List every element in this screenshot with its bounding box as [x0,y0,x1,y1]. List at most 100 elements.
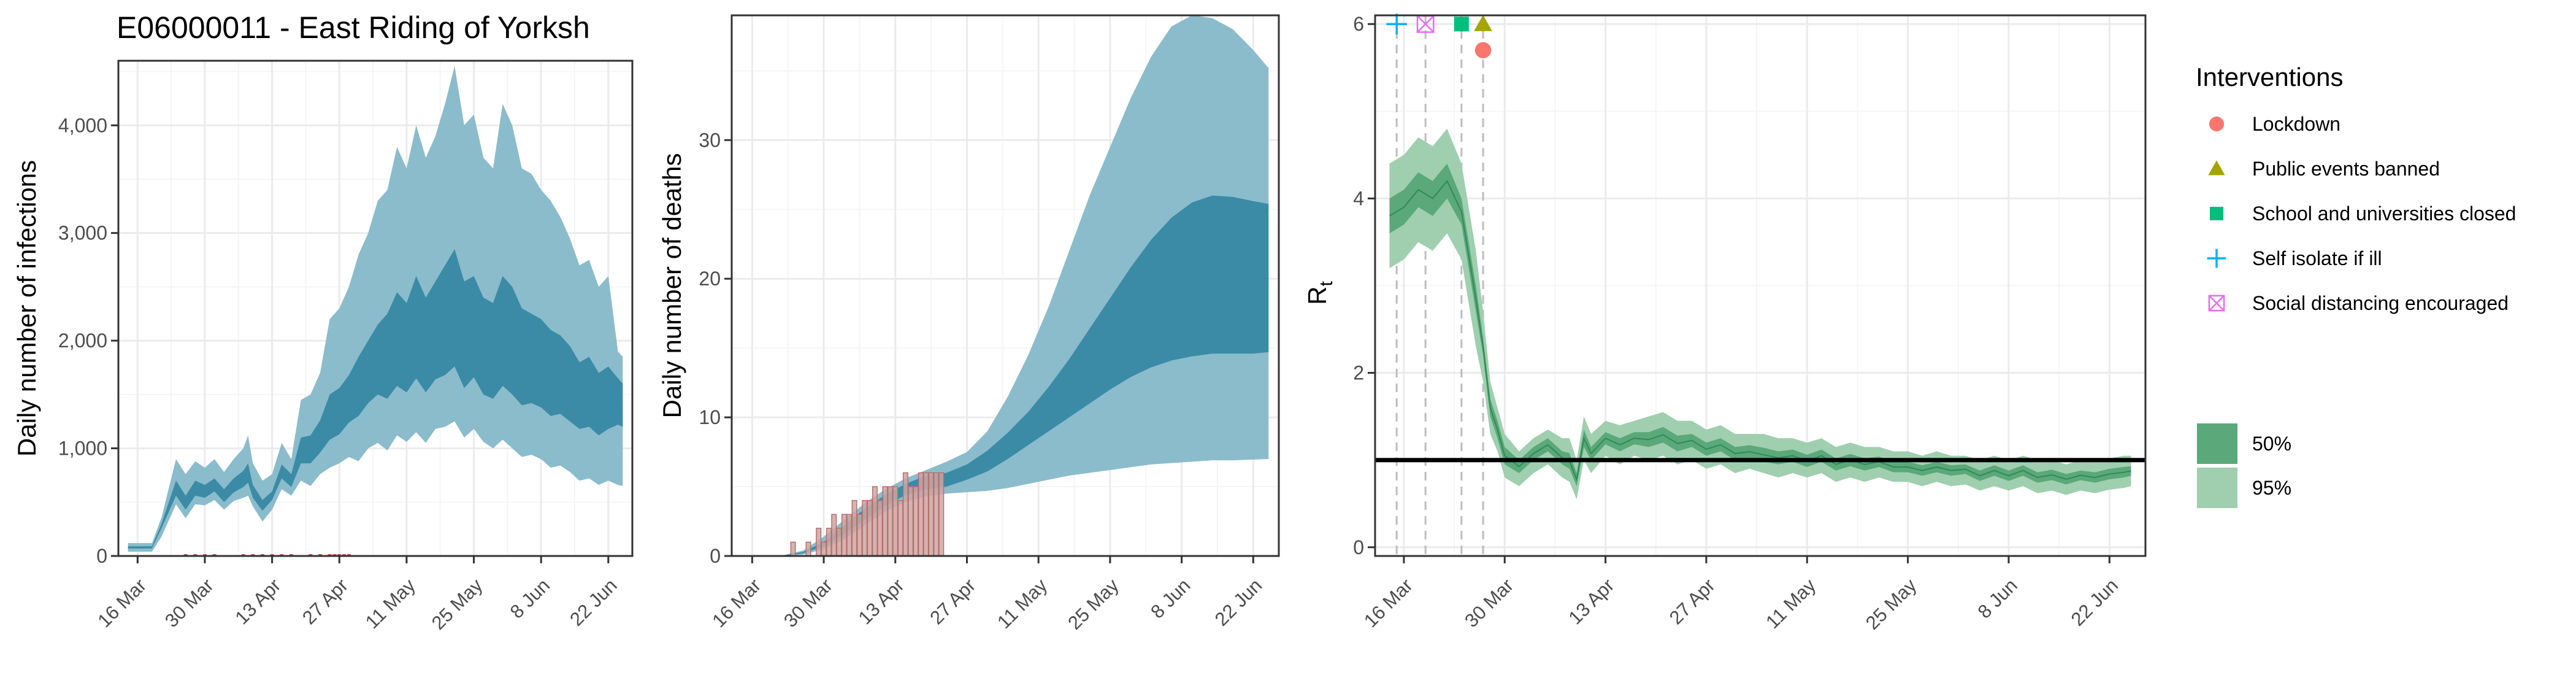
public_events-legend-icon [2208,160,2225,176]
x-tick-label: 13 Apr [854,574,908,628]
deaths-bar [856,514,862,557]
x-tick-label: 8 Jun [506,574,554,622]
deaths-bar [867,500,873,557]
deaths-bar [892,486,899,557]
y-tick-label: 4,000 [58,114,107,136]
rt_95-legend-swatch [2197,468,2237,508]
x-tick-label: 22 Jun [565,574,621,630]
x-tick-label: 27 Apr [926,574,979,628]
panel-infections: E06000011 - East Riding of Yorksh 16 Mar… [12,10,634,634]
rt_50-legend-swatch [2197,423,2237,464]
panel-border [1374,14,2147,557]
rt-median-line [1389,180,2131,482]
deaths-bar [816,528,822,557]
y-axis-label-main: R [1303,287,1332,305]
deaths-bar [902,472,908,557]
deaths-bar [826,528,832,557]
y-axis-label: Rt [1303,281,1336,305]
deaths-bar [841,514,847,557]
deaths-bar [918,472,924,557]
x-tick-label: 11 May [361,574,420,633]
x-tick-label: 25 May [1861,574,1921,634]
school-legend-icon [2210,207,2223,220]
x-tick-label: 22 Jun [2067,574,2123,630]
panel-border [730,14,1280,557]
deaths-bar [928,472,934,557]
y-tick-label: 4 [1353,187,1364,209]
y-axis-label-subscript: t [1316,281,1336,287]
x-tick-label: 30 Mar [161,574,218,631]
deaths-bar [933,472,939,557]
intervention-marker [1474,42,1492,59]
x-tick-label: 30 Mar [1460,574,1517,631]
deaths-bar [897,500,903,557]
x-tick-label: 8 Jun [1974,574,2022,622]
x-tick-label: 13 Apr [231,574,285,628]
y-tick-label: 2,000 [58,330,107,352]
deaths-bar [872,486,878,557]
intervention-marker [1474,15,1492,31]
y-tick-label: 10 [699,406,721,428]
deaths-bar [882,486,888,557]
chart-title: E06000011 - East Riding of Yorksh [117,10,590,45]
x-tick-label: 16 Mar [1360,574,1417,631]
legend-item-label: School and universities closed [2252,203,2516,225]
deaths-bar [805,541,811,557]
y-tick-label: 0 [96,545,107,567]
intervention-marker [1386,14,1408,35]
legend: Interventions Lockdown Public events banne… [2196,63,2516,508]
x-tick-label: 25 May [427,574,487,634]
legend-item-label: Social distancing encouraged [2252,292,2509,314]
y-tick-label: 0 [1353,536,1364,558]
deaths-bar [836,528,842,557]
x-tick-label: 25 May [1064,574,1123,634]
x-tick-label: 8 Jun [1146,574,1194,622]
y-tick-label: 30 [699,129,721,151]
x-tick-label: 16 Mar [708,574,765,631]
legend-ci-label: 95% [2252,477,2291,499]
legend-item-label: Lockdown [2252,113,2340,135]
deaths-plot: 16 Mar 30 Mar 13 Apr 27 Apr 11 May 25 May 8 Ju… [657,14,1280,634]
deaths-bar [790,541,796,557]
deaths-bar [831,514,837,557]
deaths-bar [887,486,893,557]
y-axis-label: Daily number of deaths [657,153,686,419]
x-tick-label: 11 May [993,574,1051,633]
y-tick-label: 1,000 [58,438,107,460]
legend-item-label: Self isolate if ill [2252,247,2382,269]
social_distancing-legend-icon [2208,295,2225,312]
y-tick-label: 0 [710,545,721,567]
self_isolate-legend-icon [2207,249,2226,268]
deaths-bar [913,486,919,557]
panel-rt: 16 Mar 30 Mar 13 Apr 27 Apr 11 May 25 May 8 Ju… [1303,13,2147,634]
lockdown-legend-icon [2209,116,2225,132]
infections-band-95 [128,66,623,552]
legend-ci-label: 50% [2252,433,2291,455]
legend-item-label: Public events banned [2252,158,2440,180]
x-tick-label: 27 Apr [298,574,352,628]
deaths-bar [846,514,853,557]
panel-deaths: 16 Mar 30 Mar 13 Apr 27 Apr 11 May 25 May 8 Ju… [657,14,1280,634]
infections-plot: 16 Mar 30 Mar 13 Apr 27 Apr 11 May 25 May 8 Ju… [12,60,634,634]
deaths-band-50 [742,195,1269,557]
y-axis-label: Daily number of infections [12,160,41,457]
x-tick-label: 16 Mar [93,574,150,631]
x-tick-label: 27 Apr [1665,574,1719,628]
panel-border [117,60,634,557]
legend-title: Interventions [2196,63,2343,91]
intervention-marker [1454,17,1469,32]
deaths-band-95 [742,15,1269,556]
deaths-bar [923,472,929,557]
y-tick-label: 20 [699,268,721,290]
x-tick-label: 22 Jun [1211,574,1267,630]
deaths-bar [938,472,945,557]
deaths-bar [862,500,868,557]
x-tick-label: 13 Apr [1564,574,1618,628]
deaths-bar [877,500,883,557]
y-tick-label: 6 [1353,13,1364,35]
deaths-bar [851,500,857,557]
rt-band-95 [1389,128,2131,500]
infections-band-50 [128,249,623,549]
x-tick-label: 30 Mar [780,574,837,631]
